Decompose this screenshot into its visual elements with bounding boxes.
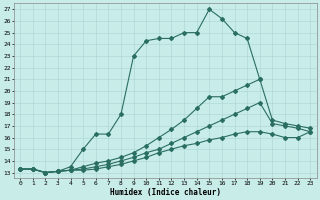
X-axis label: Humidex (Indice chaleur): Humidex (Indice chaleur) <box>110 188 220 197</box>
